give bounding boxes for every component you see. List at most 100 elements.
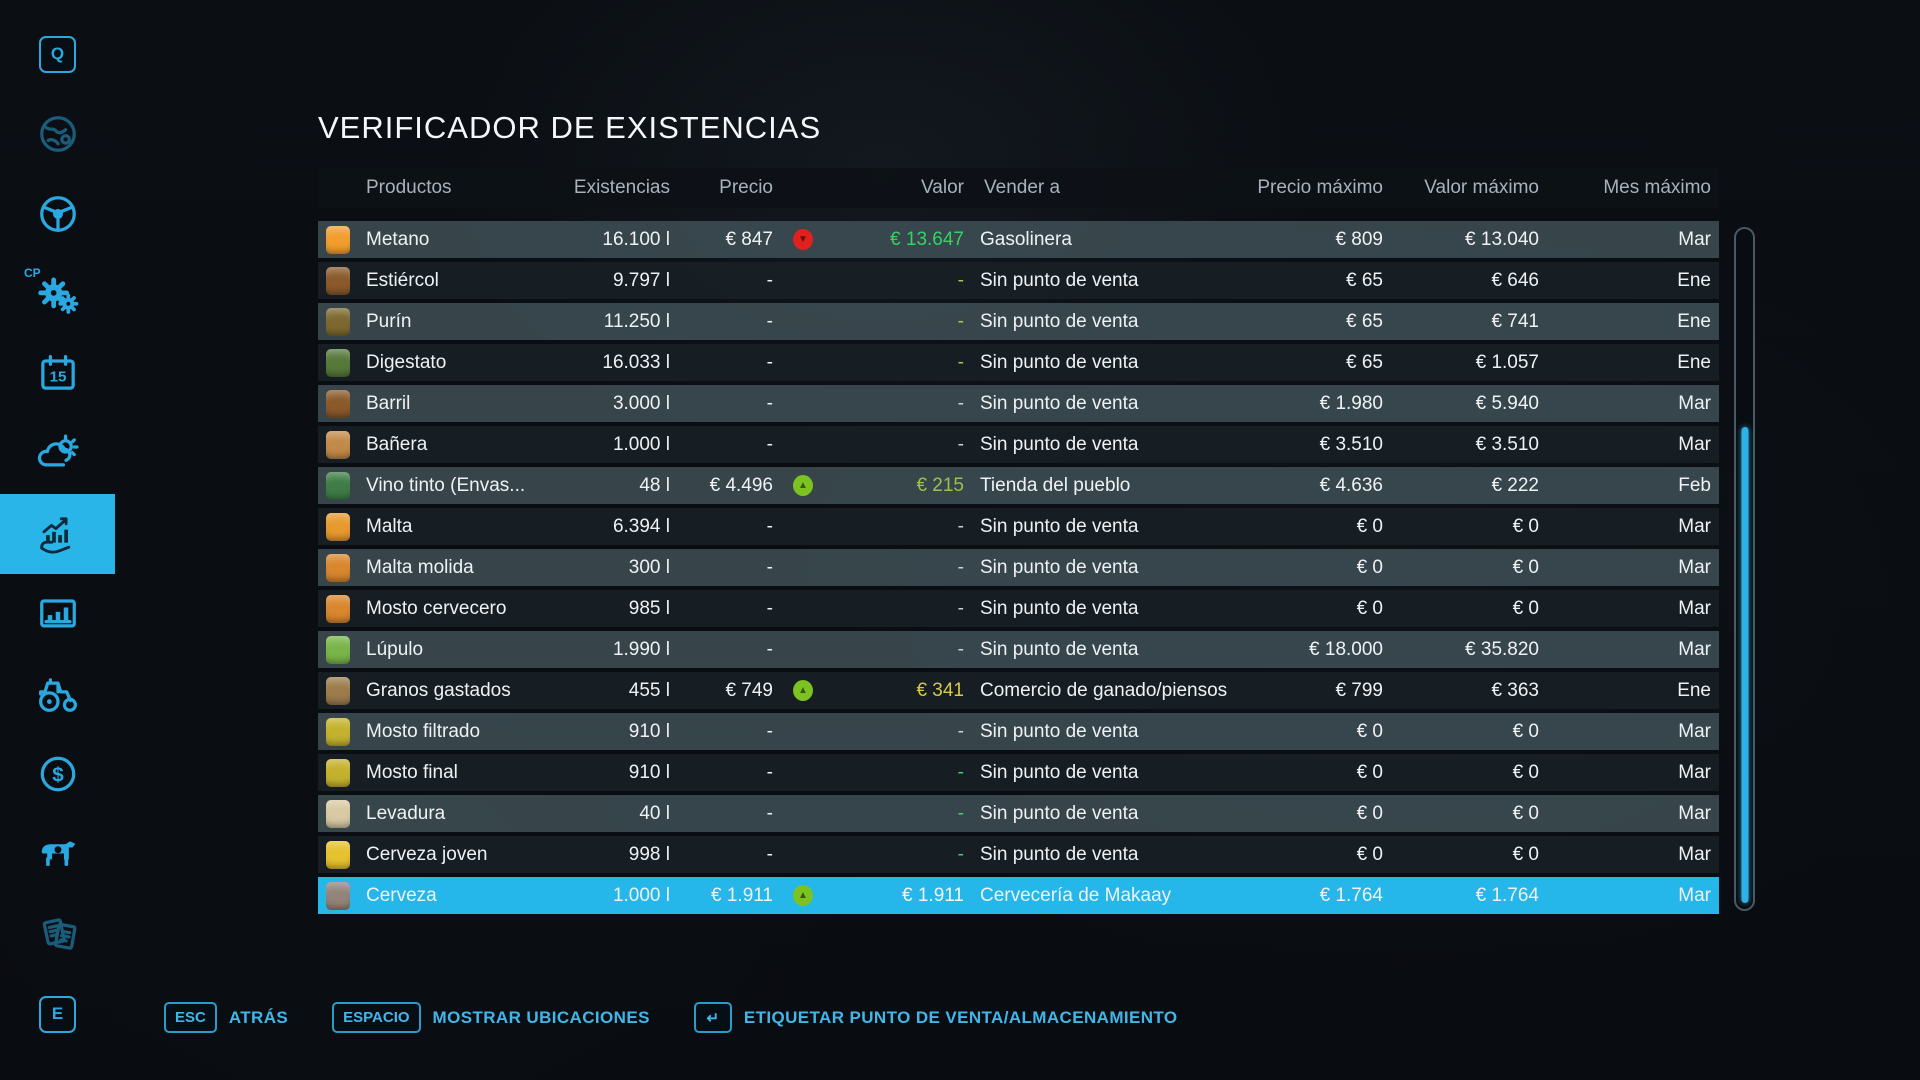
current-price: € 4.496: [709, 474, 773, 496]
max-month: Mar: [1678, 884, 1711, 906]
table-scrollbar[interactable]: [1734, 227, 1755, 911]
table-row[interactable]: Barril 3.000 l - - Sin punto de venta € …: [318, 385, 1719, 422]
keyboard-hint[interactable]: ↵ ETIQUETAR PUNTO DE VENTA/ALMACENAMIENT…: [693, 1002, 1178, 1033]
stock-amount: 998 l: [628, 843, 670, 865]
max-month: Mar: [1678, 556, 1711, 578]
max-value: € 0: [1512, 556, 1539, 578]
current-price: -: [766, 556, 773, 578]
header-existencias: Existencias: [573, 177, 670, 198]
stock-value: -: [957, 515, 964, 537]
q-key-label: Q: [50, 44, 65, 63]
table-row[interactable]: Levadura 40 l - - Sin punto de venta € 0…: [318, 795, 1719, 832]
wooden-barrel-icon: [326, 389, 350, 418]
max-price: € 0: [1356, 802, 1383, 824]
key-badge: ↵: [693, 1002, 732, 1033]
manure-pile-icon: [326, 266, 350, 295]
max-value: € 1.764: [1475, 884, 1539, 906]
stock-prices-icon: [39, 517, 70, 554]
sidebar-item-weather[interactable]: [0, 414, 115, 494]
sidebar-item-driving[interactable]: [0, 174, 115, 254]
current-price: € 1.911: [711, 884, 773, 906]
stock-value: -: [957, 597, 964, 619]
product-name: Cerveza joven: [366, 843, 488, 865]
header-productos: Productos: [366, 177, 452, 198]
sidebar-item-garage[interactable]: [0, 654, 115, 734]
keyboard-hint[interactable]: ESPACIO MOSTRAR UBICACIONES: [332, 1002, 650, 1033]
sidebar-item-courseplay[interactable]: CP: [0, 254, 115, 334]
product-name: Malta: [366, 515, 413, 537]
stock-amount: 3.000 l: [612, 392, 670, 414]
cow-icon: [41, 841, 75, 866]
max-price: € 4.636: [1319, 474, 1383, 496]
product-name: Estiércol: [366, 269, 439, 291]
table-row[interactable]: Vino tinto (Envas... 48 l € 4.496 ▲ € 21…: [318, 467, 1719, 504]
stock-value: -: [957, 269, 964, 291]
table-row[interactable]: Bañera 1.000 l - - Sin punto de venta € …: [318, 426, 1719, 463]
max-price: € 0: [1356, 843, 1383, 865]
current-price: -: [766, 761, 773, 783]
sidebar-item-animals[interactable]: [0, 814, 115, 894]
stock-amount: 985 l: [628, 597, 670, 619]
table-row[interactable]: Metano 16.100 l € 847 ▼ € 13.647 Gasolin…: [318, 221, 1719, 258]
key-badge: ESC: [164, 1002, 217, 1033]
table-row[interactable]: Digestato 16.033 l - - Sin punto de vent…: [318, 344, 1719, 381]
max-month: Ene: [1677, 351, 1711, 373]
max-month: Mar: [1678, 761, 1711, 783]
table-row[interactable]: Cerveza 1.000 l € 1.911 ▲ € 1.911 Cervec…: [318, 877, 1719, 914]
max-value: € 5.940: [1475, 392, 1539, 414]
hint-label: ETIQUETAR PUNTO DE VENTA/ALMACENAMIENTO: [743, 1007, 1178, 1027]
sidebar-item-statistics[interactable]: [0, 574, 115, 654]
cp-badge: CP: [24, 266, 41, 280]
header-valor: Valor: [921, 177, 964, 198]
max-price: € 1.764: [1319, 884, 1383, 906]
product-name: Mosto final: [366, 761, 458, 783]
table-row[interactable]: Mosto cervecero 985 l - - Sin punto de v…: [318, 590, 1719, 627]
stock-amount: 11.250 l: [603, 310, 670, 332]
max-value: € 0: [1512, 515, 1539, 537]
stock-amount: 910 l: [628, 720, 670, 742]
header-vender-a: Vender a: [984, 177, 1061, 198]
stock-amount: 16.100 l: [602, 228, 670, 250]
documents-icon: [42, 918, 76, 950]
sidebar-item-calendar[interactable]: 15: [0, 334, 115, 414]
stock-value: € 1.911: [902, 884, 964, 906]
table-row[interactable]: Estiércol 9.797 l - - Sin punto de venta…: [318, 262, 1719, 299]
table-row[interactable]: Purín 11.250 l - - Sin punto de venta € …: [318, 303, 1719, 340]
table-row[interactable]: Malta molida 300 l - - Sin punto de vent…: [318, 549, 1719, 586]
current-price: -: [766, 269, 773, 291]
max-price: € 65: [1346, 351, 1383, 373]
table-row[interactable]: Mosto final 910 l - - Sin punto de venta…: [318, 754, 1719, 791]
sell-to: Sin punto de venta: [980, 392, 1139, 414]
sidebar-item-stock-checker[interactable]: [0, 494, 115, 574]
max-price: € 0: [1356, 515, 1383, 537]
table-row[interactable]: Mosto filtrado 910 l - - Sin punto de ve…: [318, 713, 1719, 750]
stock-value: -: [957, 843, 964, 865]
price-trend-icon: ▼: [793, 229, 813, 250]
methane-canister-icon: [326, 225, 350, 254]
sidebar-item-map[interactable]: [0, 94, 115, 174]
stock-checker-panel: VERIFICADOR DE EXISTENCIAS Productos Exi…: [318, 110, 1719, 918]
max-price: € 65: [1346, 310, 1383, 332]
max-month: Mar: [1678, 515, 1711, 537]
table-row[interactable]: Cerveza joven 998 l - - Sin punto de ven…: [318, 836, 1719, 873]
table-row[interactable]: Malta 6.394 l - - Sin punto de venta € 0…: [318, 508, 1719, 545]
sidebar-item-finances[interactable]: $: [0, 734, 115, 814]
max-price: € 0: [1356, 556, 1383, 578]
max-month: Ene: [1677, 679, 1711, 701]
scrollbar-thumb[interactable]: [1741, 427, 1748, 903]
header-precio: Precio: [719, 177, 773, 198]
sidebar-item-key-e: E: [0, 974, 115, 1054]
sidebar-item-contracts[interactable]: [0, 894, 115, 974]
product-name: Levadura: [366, 802, 446, 824]
table-row[interactable]: Granos gastados 455 l € 749 ▲ € 341 Come…: [318, 672, 1719, 709]
beer-keg-icon: [326, 881, 350, 910]
stock-value: -: [957, 802, 964, 824]
stock-value: -: [957, 761, 964, 783]
table-row[interactable]: Lúpulo 1.990 l - - Sin punto de venta € …: [318, 631, 1719, 668]
max-price: € 0: [1356, 597, 1383, 619]
globe-icon: [39, 116, 76, 152]
hint-label: MOSTRAR UBICACIONES: [432, 1007, 650, 1027]
max-value: € 222: [1491, 474, 1539, 496]
max-price: € 65: [1346, 269, 1383, 291]
keyboard-hint[interactable]: ESC ATRÁS: [164, 1002, 288, 1033]
